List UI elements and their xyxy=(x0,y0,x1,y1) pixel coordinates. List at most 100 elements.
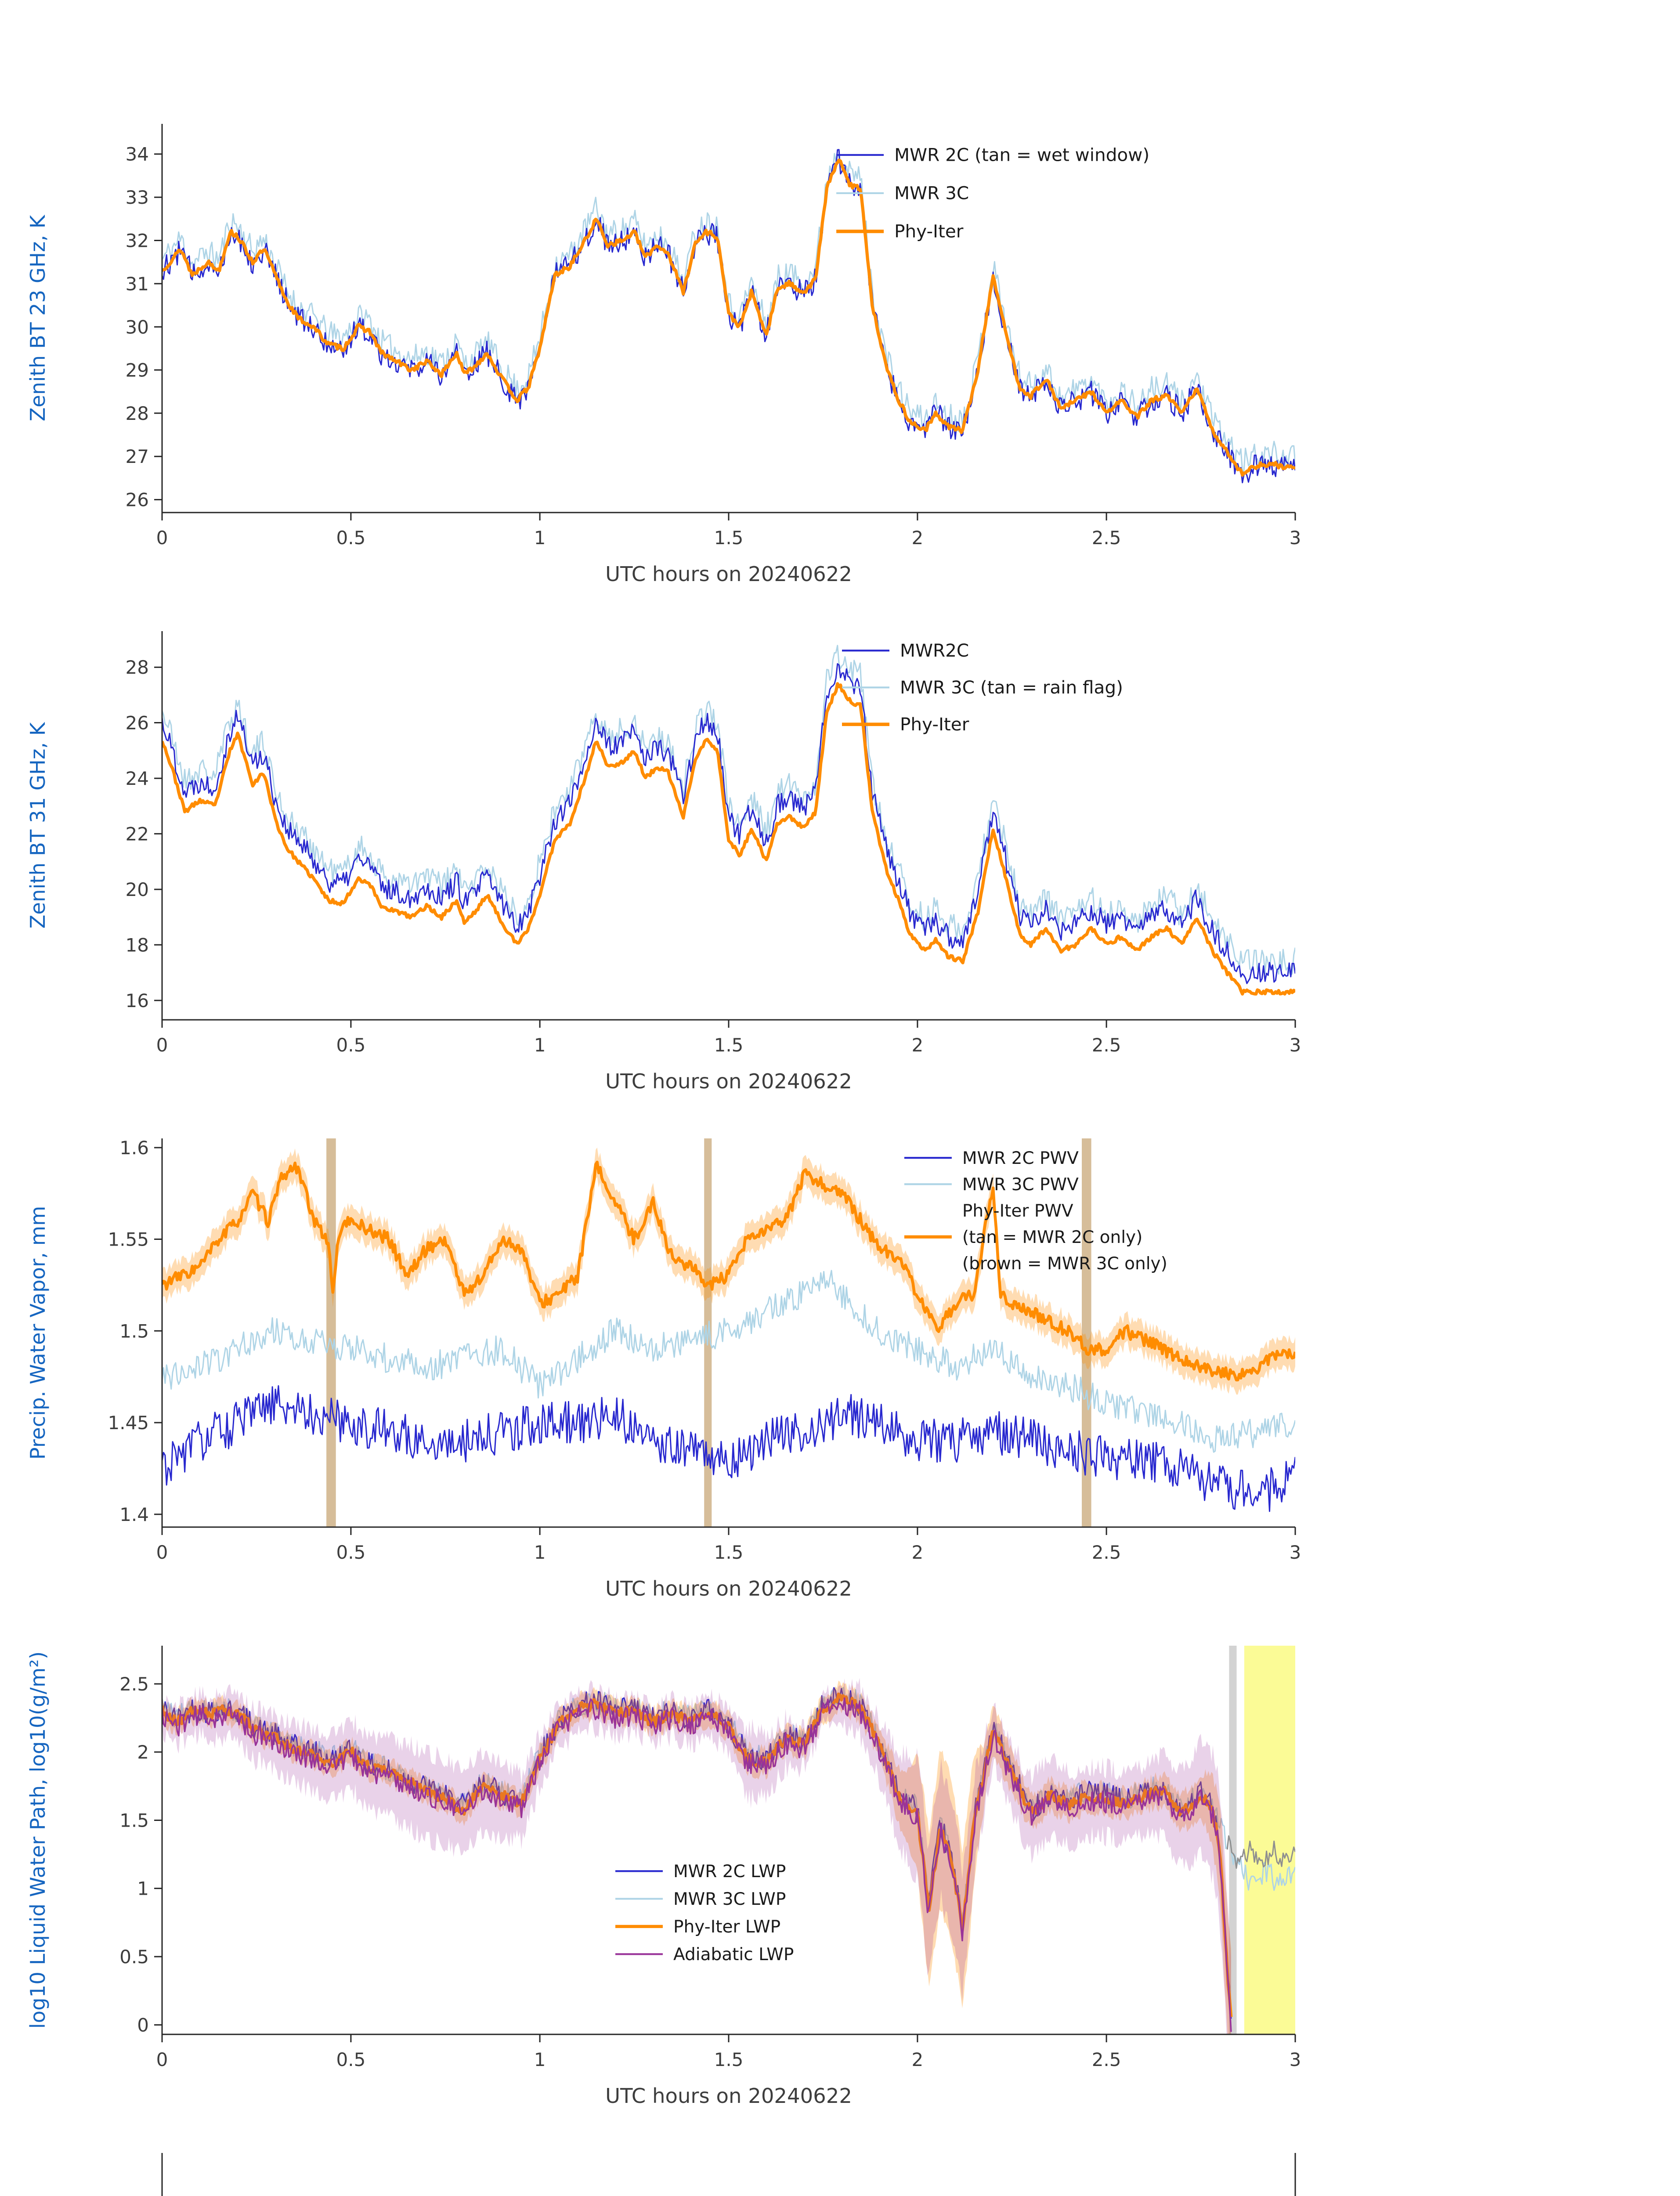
x-tick-label: 2.5 xyxy=(1092,1542,1121,1563)
series-line-2 xyxy=(162,158,1295,477)
legend: MWR 2C PWV MWR 3C PWV Phy-Iter PWV (tan = M… xyxy=(904,1149,1167,1274)
x-axis-label: UTC hours on 20240622 xyxy=(605,562,852,585)
y-tick-label: 2.5 xyxy=(119,1673,149,1695)
legend-label: MWR 2C LWP xyxy=(673,1862,786,1882)
tan-flag-bar-1 xyxy=(326,1138,336,1527)
x-tick-label: 3 xyxy=(1290,2049,1301,2070)
legend-label: MWR 3C PWV xyxy=(962,1175,1079,1195)
x-tick-label: 1 xyxy=(534,1034,546,1056)
y-tick-label: 1.4 xyxy=(119,1504,149,1525)
legend-label: MWR 2C (tan = wet window) xyxy=(894,144,1149,165)
series-line-4 xyxy=(1226,1835,1295,1869)
y-tick-label: 1.45 xyxy=(108,1412,149,1434)
y-axis-label: Precip. Water Vapor, mm xyxy=(26,1206,50,1460)
x-tick-label: 2 xyxy=(912,2049,924,2070)
x-tick-label: 1 xyxy=(534,1542,546,1563)
y-tick-label: 1.6 xyxy=(119,1137,149,1159)
legend-label: Adiabatic LWP xyxy=(673,1945,794,1965)
y-tick-label: 18 xyxy=(126,934,149,956)
legend: MWR 2C LWP MWR 3C LWP Phy-Iter LWP Adiabati… xyxy=(615,1862,794,1965)
chart-zenith-bt31: 16 18 20 22 24 26 28 0 0.5 1 1.5 2 2.5 3 Zenith BT 31 … xyxy=(0,585,1680,1092)
legend-label: MWR 3C LWP xyxy=(673,1889,786,1909)
y-tick-label: 28 xyxy=(126,403,149,424)
y-tick-label: 34 xyxy=(126,144,149,165)
series-band-2 xyxy=(162,1680,1231,2034)
gray-flag-bar xyxy=(1229,1646,1237,2034)
plot-dq-flag: 024681000.511.522.53MWR Phy Iter DQ Flag… xyxy=(126,2153,1296,2196)
y-tick-label: 33 xyxy=(126,187,149,208)
plot-pwv: 1.4 1.45 1.5 1.55 1.6 0 0.5 1 1.5 2 2.5 3 Precip. Wa… xyxy=(26,1137,1301,1600)
y-tick-label: 26 xyxy=(126,712,149,734)
yellow-flag-region xyxy=(1244,1646,1295,2034)
legend-label: (tan = MWR 2C only) xyxy=(962,1228,1142,1247)
x-tick-label: 0.5 xyxy=(336,527,366,549)
legend-label: MWR 3C (tan = rain flag) xyxy=(900,677,1123,698)
y-tick-label: 32 xyxy=(126,230,149,252)
y-tick-label: 16 xyxy=(126,990,149,1011)
x-tick-label: 0.5 xyxy=(336,2049,366,2070)
x-tick-label: 0 xyxy=(156,1034,168,1056)
y-tick-label: 29 xyxy=(126,359,149,381)
x-tick-label: 2 xyxy=(912,527,924,549)
y-tick-label: 26 xyxy=(126,489,149,511)
chart-precip-water-vapor: 1.4 1.45 1.5 1.55 1.6 0 0.5 1 1.5 2 2.5 3 Precip. Wa… xyxy=(0,1092,1680,1600)
x-tick-label: 3 xyxy=(1290,1034,1301,1056)
series-line-1 xyxy=(162,663,1295,984)
y-tick-label: 1 xyxy=(137,1878,149,1900)
legend-label: MWR2C xyxy=(900,640,969,661)
y-tick-label: 10 xyxy=(126,2193,149,2196)
y-tick-label: 31 xyxy=(126,273,149,295)
x-axis-label: UTC hours on 20240622 xyxy=(605,1577,852,1600)
y-tick-label: 20 xyxy=(126,879,149,900)
chart-dq-flag: 024681000.511.522.53MWR Phy Iter DQ Flag… xyxy=(0,2107,1680,2196)
series-line-1 xyxy=(162,1385,1295,1512)
legend-label: MWR 2C PWV xyxy=(962,1149,1079,1168)
x-axis-label: UTC hours on 20240622 xyxy=(605,1069,852,1092)
y-tick-label: 2 xyxy=(137,1741,149,1763)
series-line-3 xyxy=(162,1697,1232,2032)
y-tick-label: 22 xyxy=(126,823,149,845)
x-tick-label: 0 xyxy=(156,527,168,549)
y-tick-label: 30 xyxy=(126,316,149,338)
series-line-2 xyxy=(162,682,1295,996)
y-tick-label: 1.55 xyxy=(108,1229,149,1250)
legend-label: Phy-Iter LWP xyxy=(673,1917,780,1937)
chart-zenith-bt23: 26 27 28 29 30 31 32 33 34 0 0.5 1 1.5 2 2.5 3 Zenith BT… xyxy=(0,0,1680,585)
x-tick-label: 3 xyxy=(1290,1542,1301,1563)
plot-zenith-bt-23: 26 27 28 29 30 31 32 33 34 0 0.5 1 1.5 2 2.5 3 Zenith BT… xyxy=(26,124,1301,585)
x-tick-label: 3 xyxy=(1290,527,1301,549)
legend-label: Phy-Iter PWV xyxy=(962,1201,1073,1221)
y-axis-label: log10 Liquid Water Path, log10(g/m²) xyxy=(26,1651,50,2029)
series-line-0 xyxy=(162,153,1295,472)
x-tick-label: 1 xyxy=(534,527,546,549)
series-line-2 xyxy=(162,1160,1295,1382)
plot-lwp: 0 0.5 1 1.5 2 2.5 0 0.5 1 1.5 2 2.5 3 log10 Liquid Wa… xyxy=(26,1646,1301,2107)
y-tick-label: 24 xyxy=(126,768,149,789)
x-tick-label: 0.5 xyxy=(336,1034,366,1056)
x-tick-label: 2 xyxy=(912,1034,924,1056)
x-tick-label: 2.5 xyxy=(1092,1034,1121,1056)
legend-label: Phy-Iter xyxy=(894,220,964,242)
legend: MWR2C MWR 3C (tan = rain flag) Phy-Iter xyxy=(842,640,1123,735)
y-tick-label: 28 xyxy=(126,657,149,678)
x-tick-label: 1.5 xyxy=(714,1542,744,1563)
chart-liquid-water-path: 0 0.5 1 1.5 2 2.5 0 0.5 1 1.5 2 2.5 3 log10 Liquid Wa… xyxy=(0,1600,1680,2107)
x-tick-label: 1 xyxy=(534,2049,546,2070)
x-tick-label: 2 xyxy=(912,1542,924,1563)
x-tick-label: 1.5 xyxy=(714,2049,744,2070)
legend-label: MWR 3C xyxy=(894,182,969,203)
x-axis-label: UTC hours on 20240622 xyxy=(605,2084,852,2107)
y-axis-label: Zenith BT 23 GHz, K xyxy=(26,214,50,421)
legend-label: Phy-Iter xyxy=(900,714,969,735)
series-line-0 xyxy=(162,1270,1295,1453)
y-tick-label: 0.5 xyxy=(119,1946,149,1968)
x-tick-label: 2.5 xyxy=(1092,527,1121,549)
x-tick-label: 1.5 xyxy=(714,1034,744,1056)
y-tick-label: 0 xyxy=(137,2014,149,2036)
series-line-1 xyxy=(162,149,1295,484)
y-tick-label: 1.5 xyxy=(119,1320,149,1342)
y-tick-label: 27 xyxy=(126,446,149,467)
plot-zenith-bt-31: 16 18 20 22 24 26 28 0 0.5 1 1.5 2 2.5 3 Zenith BT 31 … xyxy=(26,631,1301,1092)
x-tick-label: 1.5 xyxy=(714,527,744,549)
